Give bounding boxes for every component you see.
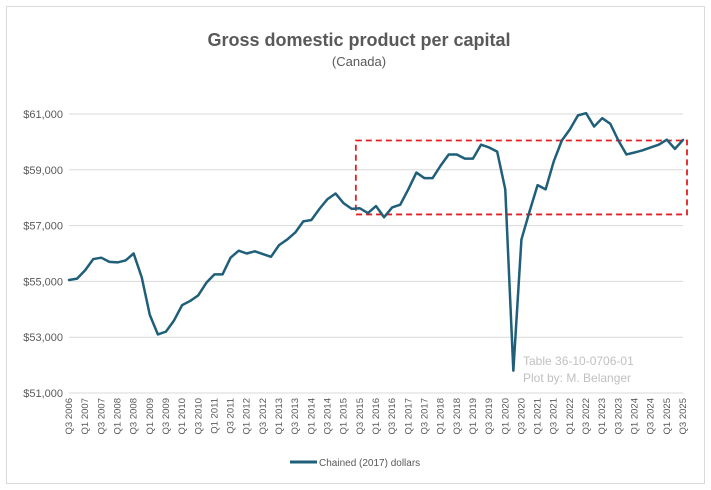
annotation-line-2: Plot by: M. Belanger bbox=[523, 371, 631, 385]
x-axis-tick-labels: Q3 2006 Q1 2007 Q3 2007 Q1 2008 Q3 2008 Q1 20… bbox=[64, 398, 689, 434]
legend: Chained (2017) dollars bbox=[290, 458, 420, 469]
x-tick-label: Q3 2020 bbox=[516, 398, 527, 434]
x-tick-label: Q3 2014 bbox=[323, 398, 334, 434]
x-tick-label: Q3 2009 bbox=[161, 398, 172, 434]
chart-frame: Gross domestic product per capital (Cana… bbox=[6, 6, 705, 484]
x-tick-label: Q3 2016 bbox=[387, 398, 398, 434]
line-chart: Gross domestic product per capital (Cana… bbox=[23, 30, 689, 469]
x-tick-label: Q3 2019 bbox=[484, 398, 495, 434]
x-tick-label: Q3 2022 bbox=[581, 398, 592, 434]
grid-lines bbox=[69, 113, 683, 394]
x-tick-label: Q3 2021 bbox=[549, 398, 560, 434]
legend-label: Chained (2017) dollars bbox=[319, 458, 420, 469]
y-tick-label: $59,000 bbox=[23, 165, 63, 177]
x-tick-label: Q3 2023 bbox=[613, 398, 624, 434]
x-tick-label: Q3 2008 bbox=[129, 398, 140, 434]
x-tick-label: Q3 2013 bbox=[290, 398, 301, 434]
x-tick-label: Q3 2015 bbox=[355, 398, 366, 434]
highlight-box-layer bbox=[354, 139, 688, 216]
x-tick-label: Q1 2024 bbox=[630, 398, 641, 434]
x-tick-label: Q3 2018 bbox=[452, 398, 463, 434]
y-axis-tick-labels: $51,000 $53,000 $55,000 $57,000 $59,000 $61,0… bbox=[23, 109, 63, 400]
x-tick-label: Q1 2019 bbox=[468, 398, 479, 434]
x-tick-label: Q1 2016 bbox=[371, 398, 382, 434]
x-tick-label: Q3 2025 bbox=[678, 398, 689, 434]
chart-title: Gross domestic product per capital bbox=[207, 30, 510, 50]
x-tick-label: Q1 2015 bbox=[339, 398, 350, 434]
x-tick-label: Q1 2022 bbox=[565, 398, 576, 434]
x-tick-label: Q1 2020 bbox=[500, 398, 511, 434]
x-tick-label: Q3 2011 bbox=[226, 398, 237, 434]
x-tick-label: Q1 2008 bbox=[112, 398, 123, 434]
x-tick-label: Q3 2012 bbox=[258, 398, 269, 434]
x-tick-label: Q3 2017 bbox=[419, 398, 430, 434]
x-tick-label: Q1 2014 bbox=[306, 398, 317, 434]
x-tick-label: Q3 2010 bbox=[193, 398, 204, 434]
annotation: Table 36-10-0706-01 Plot by: M. Belanger bbox=[523, 354, 634, 385]
x-tick-label: Q1 2009 bbox=[145, 398, 156, 434]
x-tick-label: Q1 2018 bbox=[436, 398, 447, 434]
x-tick-label: Q3 2006 bbox=[64, 398, 75, 434]
x-tick-label: Q1 2013 bbox=[274, 398, 285, 434]
y-tick-label: $53,000 bbox=[23, 332, 63, 344]
y-tick-label: $57,000 bbox=[23, 221, 63, 233]
x-tick-label: Q1 2017 bbox=[403, 398, 414, 434]
x-tick-label: Q3 2007 bbox=[96, 398, 107, 434]
highlight-box bbox=[354, 139, 688, 216]
chart-subtitle: (Canada) bbox=[332, 54, 386, 69]
x-tick-label: Q1 2012 bbox=[242, 398, 253, 434]
x-tick-label: Q1 2010 bbox=[177, 398, 188, 434]
x-tick-label: Q1 2011 bbox=[209, 398, 220, 434]
series-layer bbox=[67, 111, 685, 372]
x-tick-label: Q1 2025 bbox=[662, 398, 673, 434]
series-line-chained-2017-dollars bbox=[67, 111, 685, 372]
y-tick-label: $51,000 bbox=[23, 388, 63, 400]
x-tick-label: Q1 2021 bbox=[533, 398, 544, 434]
x-tick-label: Q1 2007 bbox=[80, 398, 91, 434]
y-tick-label: $55,000 bbox=[23, 276, 63, 288]
annotation-line-1: Table 36-10-0706-01 bbox=[523, 354, 634, 368]
x-tick-label: Q1 2023 bbox=[597, 398, 608, 434]
x-tick-label: Q3 2024 bbox=[646, 398, 657, 434]
y-tick-label: $61,000 bbox=[23, 109, 63, 121]
